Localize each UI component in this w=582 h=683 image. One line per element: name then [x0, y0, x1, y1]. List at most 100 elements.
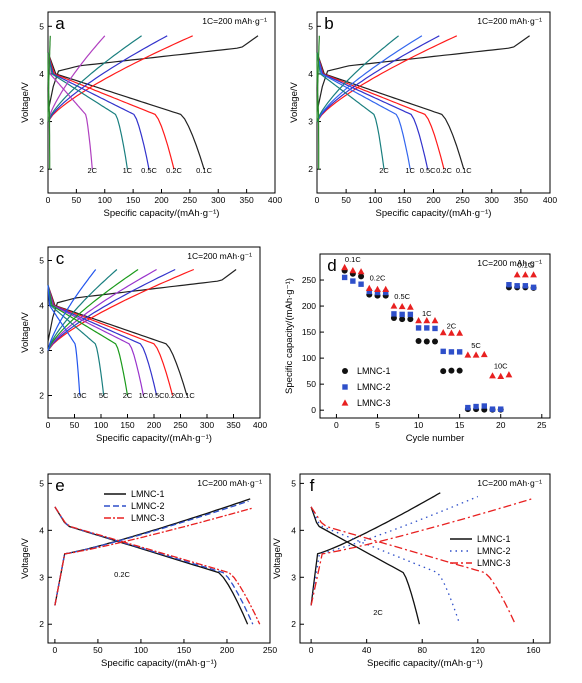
data-point: [489, 372, 496, 379]
data-point: [456, 349, 463, 355]
y-tick-label: 5: [308, 21, 313, 31]
data-point: [415, 325, 422, 331]
legend-label: LMNC-2: [357, 382, 391, 392]
discharge-curve: [310, 506, 516, 625]
x-tick-label: 100: [94, 420, 108, 430]
data-point: [415, 317, 422, 324]
x-tick-label: 250: [456, 195, 470, 205]
data-point: [365, 284, 373, 291]
x-tick-label: 15: [455, 420, 465, 430]
y-tick-label: 0: [311, 405, 316, 415]
y-axis-label: Voltage/V: [289, 82, 300, 123]
y-tick-label: 200: [302, 301, 316, 311]
panel-letter: f: [310, 476, 315, 495]
discharge-curve: [54, 506, 254, 625]
discharge-curve: [316, 52, 445, 170]
rate-label: 1C: [405, 166, 415, 175]
data-point: [498, 406, 504, 412]
legend-label: LMNC-1: [357, 366, 391, 376]
discharge-curve: [47, 285, 105, 396]
legend-label: LMNC-2: [131, 501, 165, 511]
data-point: [522, 283, 529, 289]
data-point: [464, 351, 472, 358]
rate-label: 0.1C: [517, 261, 533, 270]
y-tick-label: 5: [291, 478, 296, 488]
discharge-curve: [47, 52, 150, 170]
y-tick-label: 2: [39, 391, 44, 401]
panel-a: 0 50 100 150 200 250 300 350 400 2 3 4 5 Specific cap…: [20, 11, 282, 219]
data-point: [440, 368, 447, 375]
x-tick-label: 100: [368, 195, 382, 205]
discharge-curve: [47, 52, 51, 170]
y-tick-label: 3: [308, 117, 313, 127]
panel-b: 0 50 100 150 200 250 300 350 400 2 3 4 5 Specific cap…: [289, 11, 557, 219]
x-tick-label: 250: [173, 420, 187, 430]
legend-label: LMNC-3: [477, 558, 511, 568]
discharge-curve: [316, 52, 385, 170]
charge-curve: [47, 35, 106, 122]
rate-label: 0.5C: [149, 391, 165, 400]
rate-label: 0.1C: [456, 166, 472, 175]
rate-note: 1C=200 mAh·g⁻¹: [477, 258, 542, 268]
data-point: [456, 367, 463, 374]
x-tick-label: 200: [154, 195, 168, 205]
charge-curve: [47, 269, 97, 351]
legend-label: LMNC-3: [357, 398, 391, 408]
x-tick-label: 40: [362, 645, 372, 655]
y-tick-label: 2: [39, 164, 44, 174]
x-tick-label: 50: [341, 195, 351, 205]
rate-label: 1C: [422, 309, 432, 318]
rate-label: 0.2C: [436, 166, 452, 175]
data-point: [480, 350, 488, 358]
data-point: [366, 288, 372, 295]
discharge-curve: [316, 52, 411, 170]
x-tick-label: 150: [120, 420, 134, 430]
discharge-curve: [310, 506, 421, 625]
data-point: [374, 285, 381, 293]
legend-label: LMNC-3: [131, 513, 165, 523]
data-point: [349, 267, 357, 274]
panel-f: 0 40 80 120 160 2 3 4 5 Specific capacity/(mAh·g⁻…: [272, 473, 551, 669]
y-axis-label: Voltage/V: [20, 82, 31, 123]
x-tick-label: 400: [543, 195, 557, 205]
x-axis-label: Specific capacity/(mAh·g⁻¹): [367, 658, 483, 669]
data-point: [514, 283, 520, 289]
rate-note: 1C=200 mAh·g⁻¹: [187, 251, 252, 261]
data-point: [399, 316, 406, 323]
x-tick-label: 200: [147, 420, 161, 430]
data-point: [448, 349, 455, 355]
charge-curve: [316, 35, 423, 122]
y-tick-label: 2: [39, 619, 44, 629]
rate-note: 1C=200 mAh·g⁻¹: [477, 16, 542, 26]
x-tick-label: 0: [309, 645, 314, 655]
y-tick-label: 2: [291, 619, 296, 629]
x-tick-label: 10: [414, 420, 424, 430]
panel-letter: b: [324, 14, 333, 33]
data-point: [415, 337, 422, 344]
rate-label: 0.5C: [394, 292, 410, 301]
y-tick-label: 4: [39, 69, 44, 79]
charge-curve: [54, 500, 249, 606]
data-point: [505, 371, 513, 378]
y-axis-label: Voltage/V: [20, 538, 31, 579]
data-point: [423, 338, 430, 345]
y-tick-label: 2: [308, 164, 313, 174]
data-point: [407, 316, 414, 323]
discharge-curve: [316, 52, 465, 170]
rate-label: 2C: [373, 608, 383, 617]
panel-letter: a: [55, 14, 65, 33]
data-point: [358, 281, 364, 287]
x-tick-label: 20: [496, 420, 506, 430]
rate-note: 1C=200 mAh·g⁻¹: [202, 16, 267, 26]
legend-marker: [341, 399, 349, 406]
charge-curve: [316, 35, 440, 122]
data-point: [350, 278, 356, 284]
charge-curve: [316, 35, 530, 113]
y-tick-label: 50: [307, 379, 317, 389]
panel-c: 0 50 100 150 200 250 300 350 400 2 3 4 5 Specific cap…: [20, 246, 267, 444]
rate-note: 1C=200 mAh·g⁻¹: [197, 478, 262, 488]
data-point: [521, 271, 529, 278]
legend-marker: [342, 384, 348, 390]
data-point: [530, 271, 537, 278]
data-point: [456, 329, 464, 336]
